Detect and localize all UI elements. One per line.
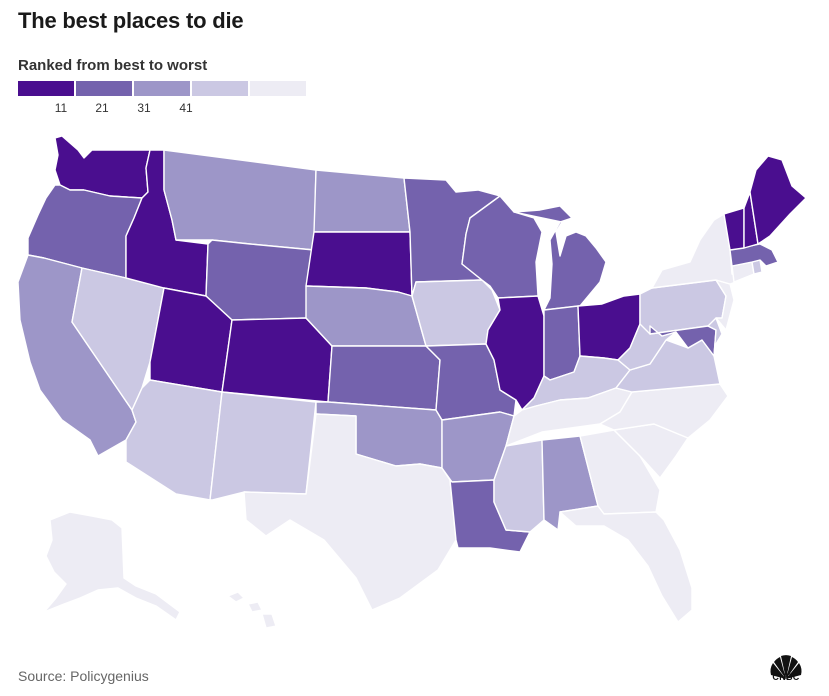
state-new-jersey bbox=[715, 279, 735, 331]
state-new-mexico bbox=[209, 391, 317, 501]
legend-tick-2: 21 bbox=[95, 101, 109, 115]
chart-title: The best places to die bbox=[18, 8, 244, 33]
legend-swatch-5 bbox=[250, 81, 306, 96]
source-note: Source: Policygenius bbox=[18, 668, 149, 684]
state-montana bbox=[163, 149, 317, 251]
legend-tick-1: 11 bbox=[54, 101, 68, 115]
state-massachusetts bbox=[729, 243, 779, 267]
legend-tick-4: 41 bbox=[179, 101, 193, 115]
state-hawaii bbox=[227, 591, 277, 629]
state-texas bbox=[243, 413, 457, 611]
legend-swatch-1 bbox=[18, 81, 74, 96]
state-florida bbox=[559, 505, 693, 623]
state-alaska bbox=[43, 511, 181, 621]
cnbc-peacock-logo bbox=[770, 655, 802, 679]
state-north-dakota bbox=[313, 169, 411, 233]
legend-swatch-3 bbox=[134, 81, 190, 96]
state-kansas bbox=[327, 345, 441, 411]
state-colorado bbox=[221, 317, 333, 403]
state-wyoming bbox=[205, 239, 315, 321]
legend bbox=[18, 81, 308, 96]
state-washington bbox=[54, 135, 151, 199]
legend-swatch-4 bbox=[192, 81, 248, 96]
legend-ticks: 11 21 31 41 bbox=[18, 101, 258, 117]
legend-tick-3: 31 bbox=[137, 101, 151, 115]
state-arizona bbox=[125, 379, 223, 501]
state-michigan bbox=[513, 205, 607, 311]
state-nebraska bbox=[305, 285, 427, 347]
state-maine bbox=[749, 155, 807, 245]
cnbc-logo-text: CNBC bbox=[772, 672, 800, 682]
legend-title: Ranked from best to worst bbox=[18, 57, 208, 74]
legend-swatch-2 bbox=[76, 81, 132, 96]
state-north-carolina bbox=[599, 383, 729, 439]
